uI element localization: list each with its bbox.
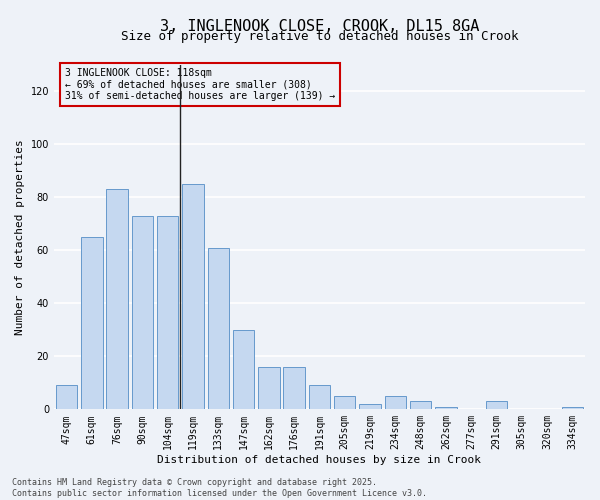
Bar	[56, 386, 77, 409]
X-axis label: Distribution of detached houses by size in Crook: Distribution of detached houses by size …	[157, 455, 481, 465]
Bar	[309, 386, 330, 409]
Bar	[106, 190, 128, 410]
Text: 3, INGLENOOK CLOSE, CROOK, DL15 8GA: 3, INGLENOOK CLOSE, CROOK, DL15 8GA	[160, 18, 479, 34]
Bar	[81, 237, 103, 410]
Bar	[562, 406, 583, 410]
Bar	[486, 402, 507, 409]
Bar	[334, 396, 355, 409]
Bar	[435, 406, 457, 410]
Title: Size of property relative to detached houses in Crook: Size of property relative to detached ho…	[121, 30, 518, 43]
Text: Contains HM Land Registry data © Crown copyright and database right 2025.
Contai: Contains HM Land Registry data © Crown c…	[12, 478, 427, 498]
Bar	[410, 402, 431, 409]
Bar	[385, 396, 406, 409]
Bar	[157, 216, 178, 410]
Bar	[208, 248, 229, 410]
Bar	[131, 216, 153, 410]
Bar	[283, 367, 305, 410]
Bar	[182, 184, 204, 410]
Text: 3 INGLENOOK CLOSE: 118sqm
← 69% of detached houses are smaller (308)
31% of semi: 3 INGLENOOK CLOSE: 118sqm ← 69% of detac…	[65, 68, 335, 102]
Bar	[233, 330, 254, 409]
Bar	[359, 404, 381, 409]
Y-axis label: Number of detached properties: Number of detached properties	[15, 139, 25, 335]
Bar	[258, 367, 280, 410]
